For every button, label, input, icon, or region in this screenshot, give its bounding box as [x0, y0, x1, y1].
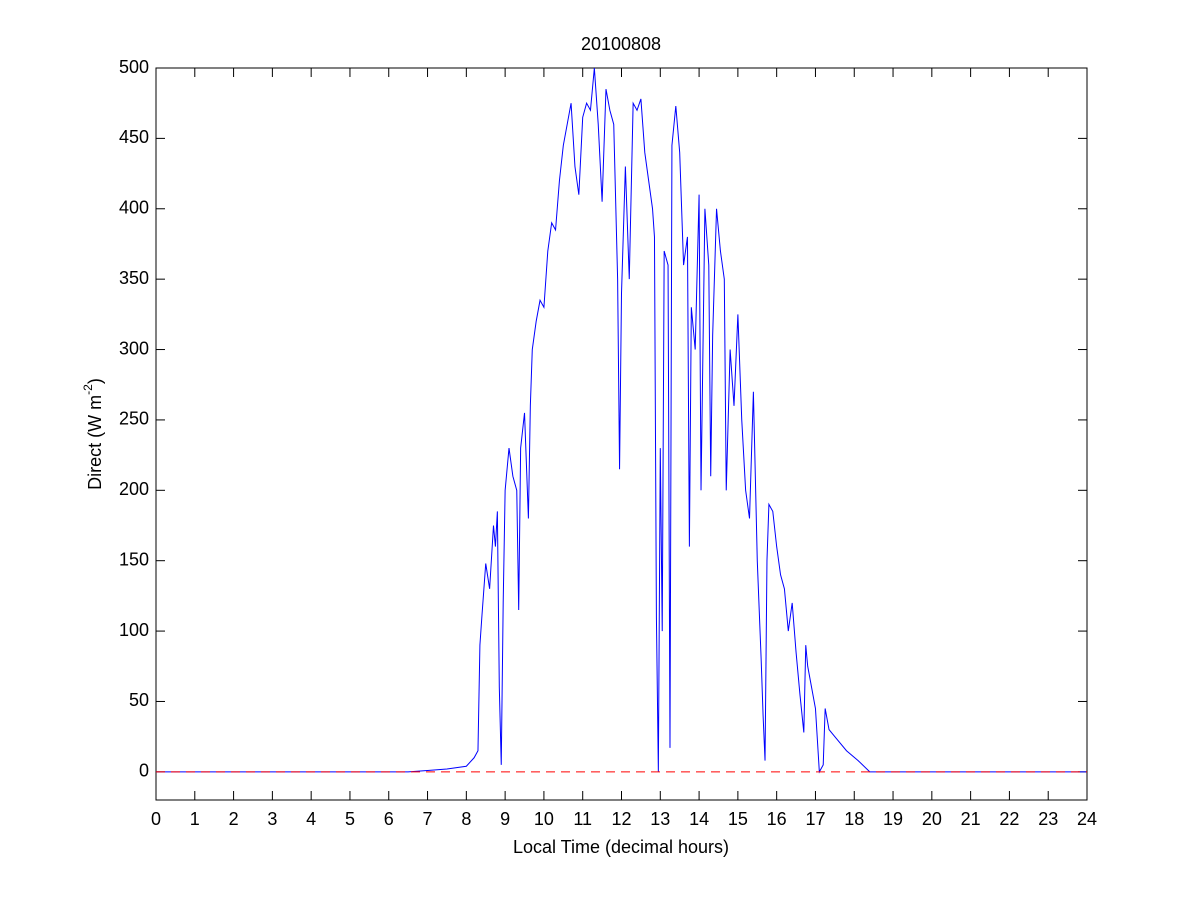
x-tick-label: 15	[728, 809, 748, 829]
x-tick-label: 24	[1077, 809, 1097, 829]
x-tick-label: 17	[805, 809, 825, 829]
y-tick-label: 100	[119, 620, 149, 640]
x-tick-label: 0	[151, 809, 161, 829]
x-tick-label: 5	[345, 809, 355, 829]
y-tick-label: 50	[129, 690, 149, 710]
y-tick-label: 400	[119, 198, 149, 218]
x-tick-label: 11	[573, 809, 592, 829]
x-tick-label: 2	[229, 809, 239, 829]
x-tick-label: 14	[689, 809, 709, 829]
x-tick-label: 22	[999, 809, 1019, 829]
x-tick-label: 18	[844, 809, 864, 829]
x-tick-label: 1	[190, 809, 200, 829]
y-axis-label-text: Direct (W m	[85, 395, 105, 490]
x-tick-label: 21	[961, 809, 981, 829]
x-tick-label: 4	[306, 809, 316, 829]
x-tick-label: 3	[267, 809, 277, 829]
x-tick-label: 8	[461, 809, 471, 829]
data-line	[156, 67, 1087, 774]
y-tick-label: 500	[119, 57, 149, 77]
y-tick-label: 350	[119, 268, 149, 288]
y-axis-label-suffix: )	[85, 378, 105, 384]
x-tick-label: 20	[922, 809, 942, 829]
y-tick-label: 450	[119, 127, 149, 147]
x-tick-label: 7	[423, 809, 433, 829]
x-tick-label: 19	[883, 809, 903, 829]
y-tick-label: 200	[119, 479, 149, 499]
x-tick-label: 12	[611, 809, 631, 829]
x-axis-label: Local Time (decimal hours)	[513, 837, 729, 857]
x-tick-label: 16	[767, 809, 787, 829]
chart-title: 20100808	[581, 34, 661, 54]
y-tick-label: 150	[119, 549, 149, 569]
y-tick-label: 0	[139, 761, 149, 781]
x-tick-label: 13	[650, 809, 670, 829]
x-tick-label: 9	[500, 809, 510, 829]
y-tick-label: 250	[119, 409, 149, 429]
x-tick-label: 23	[1038, 809, 1058, 829]
y-axis-label: Direct (W m-2)	[81, 378, 105, 490]
y-axis-label-superscript: -2	[81, 384, 95, 395]
y-tick-label: 300	[119, 338, 149, 358]
x-tick-label: 6	[384, 809, 394, 829]
x-tick-label: 10	[534, 809, 554, 829]
